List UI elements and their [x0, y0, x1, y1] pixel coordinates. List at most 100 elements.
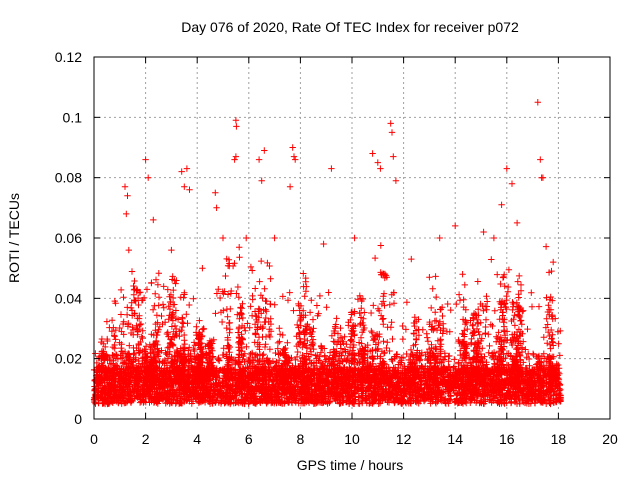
data-point-marker: [475, 306, 482, 313]
data-point-marker: [292, 356, 299, 364]
data-point-marker: [266, 326, 273, 333]
data-point-marker: [474, 278, 481, 285]
data-point-marker: [284, 339, 291, 346]
data-point-marker: [117, 311, 125, 318]
data-point-marker: [540, 334, 547, 341]
data-point-marker: [303, 350, 310, 357]
data-point-marker: [370, 398, 378, 406]
data-point-marker: [403, 299, 411, 306]
data-point-marker: [257, 384, 264, 391]
data-point-marker: [235, 351, 243, 358]
data-point-marker: [212, 310, 219, 317]
data-point-marker: [461, 281, 468, 289]
data-point-marker: [324, 400, 331, 407]
data-point-marker: [374, 372, 381, 379]
data-point-marker: [241, 358, 248, 365]
data-point-marker: [389, 357, 396, 365]
data-point-marker: [487, 321, 494, 328]
data-point-marker: [554, 383, 561, 390]
data-point-marker: [456, 297, 464, 304]
data-point-marker: [320, 399, 327, 406]
data-point-marker: [128, 397, 135, 405]
data-point-marker: [415, 332, 423, 339]
data-point-marker: [167, 382, 175, 390]
data-point-marker: [213, 290, 221, 297]
data-point-marker: [482, 396, 489, 403]
data-point-marker: [247, 263, 255, 271]
data-point-marker: [526, 380, 533, 387]
data-point-marker: [491, 307, 498, 314]
data-point-marker: [455, 291, 463, 298]
data-point-marker: [244, 380, 251, 388]
data-point-marker: [398, 359, 405, 366]
data-point-marker: [328, 332, 336, 339]
data-point-marker: [528, 289, 535, 296]
data-point-marker: [368, 327, 375, 335]
data-point-marker: [219, 378, 226, 386]
data-point-marker: [100, 384, 107, 392]
data-point-marker: [246, 392, 254, 399]
data-point-marker: [111, 297, 118, 305]
data-point-marker: [401, 393, 408, 400]
data-point-marker: [319, 396, 327, 403]
data-point-marker: [245, 400, 252, 407]
data-point-marker: [402, 326, 410, 333]
data-point-marker: [117, 286, 125, 294]
data-point-marker: [155, 294, 163, 301]
data-point-marker: [440, 320, 447, 327]
data-point-marker: [399, 322, 406, 330]
data-point-marker: [129, 383, 136, 391]
data-point-marker: [424, 338, 432, 345]
data-point-marker: [374, 305, 382, 312]
data-point-marker: [246, 324, 253, 331]
data-point-marker: [313, 302, 321, 309]
data-point-marker: [290, 307, 297, 314]
data-point-marker: [453, 300, 460, 308]
data-point-marker: [168, 386, 176, 393]
data-point-marker: [345, 400, 353, 407]
data-point-marker: [391, 353, 399, 360]
data-point-marker: [252, 285, 259, 292]
data-point-marker: [428, 304, 435, 312]
data-point-marker: [531, 400, 539, 407]
data-point-marker: [391, 399, 398, 407]
data-point-marker: [524, 325, 531, 333]
data-point-marker: [234, 283, 242, 291]
data-point-marker: [190, 295, 197, 302]
data-point-marker: [231, 260, 238, 267]
data-point-marker: [108, 328, 116, 335]
data-point-marker: [355, 400, 362, 407]
data-point-marker: [343, 341, 350, 348]
data-point-marker: [151, 385, 158, 393]
data-point-marker: [334, 394, 341, 402]
data-point-marker: [438, 398, 445, 405]
data-point-marker: [479, 345, 486, 352]
data-point-marker: [407, 346, 415, 354]
data-point-marker: [258, 257, 265, 265]
data-point-marker: [484, 380, 491, 387]
data-point-marker: [200, 397, 207, 404]
data-point-marker: [284, 395, 291, 402]
data-point-marker: [155, 270, 162, 277]
data-point-marker: [538, 353, 546, 360]
data-point-marker: [371, 254, 379, 262]
data-point-marker: [530, 351, 537, 359]
data-point-marker: [547, 400, 554, 408]
data-point-marker: [155, 302, 162, 309]
data-point-marker: [128, 268, 136, 275]
data-point-marker: [233, 290, 240, 297]
data-point-marker: [240, 352, 247, 360]
data-point-marker: [494, 271, 501, 278]
data-point-marker: [401, 363, 408, 370]
data-point-marker: [300, 270, 307, 277]
data-point-marker: [242, 368, 249, 375]
data-point-marker: [247, 303, 254, 310]
data-point-marker: [388, 356, 395, 363]
data-point-marker: [236, 244, 243, 251]
data-point-marker: [460, 383, 468, 391]
data-point-marker: [501, 394, 508, 402]
data-point-marker: [216, 357, 223, 364]
data-point-marker: [213, 379, 220, 386]
data-point-marker: [284, 297, 292, 304]
data-point-marker: [351, 383, 359, 391]
